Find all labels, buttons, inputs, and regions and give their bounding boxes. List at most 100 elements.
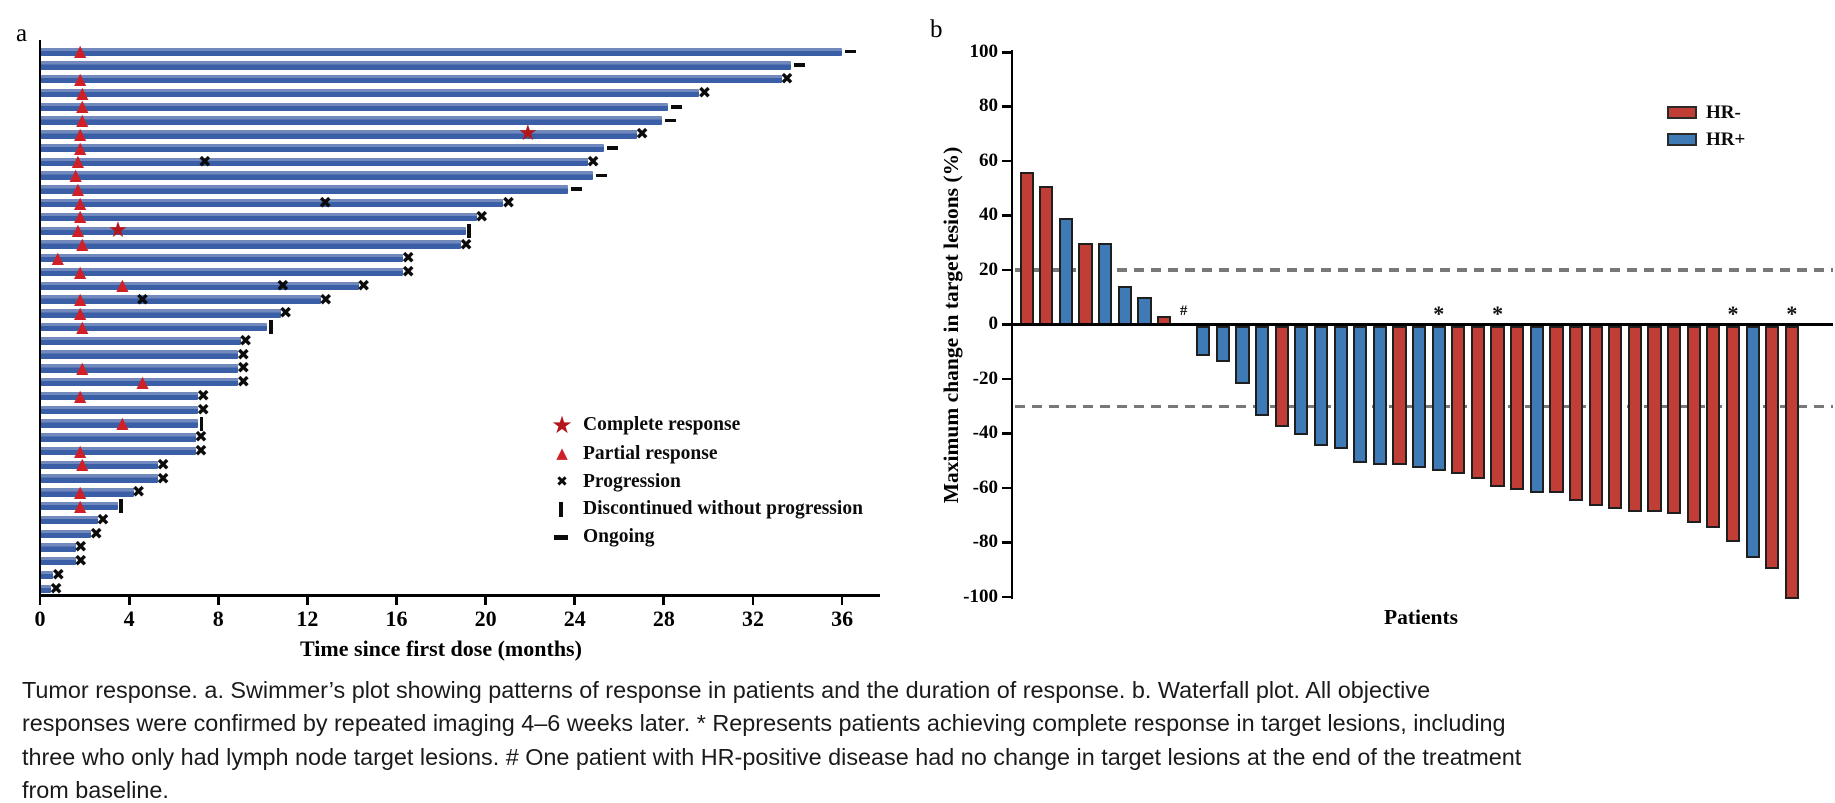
x-axis-tick-label: 0 (34, 606, 46, 631)
y-axis-tick (1002, 432, 1011, 435)
swimmer-bar (40, 584, 52, 593)
partial-response-triangle-icon: ▲ (76, 234, 89, 253)
swimmer-bar (40, 295, 321, 304)
waterfall-bar (1412, 325, 1427, 469)
waterfall-bar (1549, 325, 1564, 493)
y-axis-tick-label: 0 (988, 313, 999, 335)
ongoing-dash-icon (793, 63, 805, 68)
waterfall-bar (1451, 325, 1466, 474)
progression-x-icon: ✖ (635, 124, 649, 144)
x-axis-tick-label: 8 (212, 606, 224, 631)
panel-a-label: a (16, 20, 28, 47)
x-axis-tick (840, 596, 844, 605)
waterfall-bar (1255, 325, 1270, 417)
legend-item-label: HR- (1706, 102, 1741, 123)
partial-response-triangle-icon: ▲ (76, 316, 89, 336)
progression-x-icon: ✖ (278, 303, 293, 323)
swimmer-bar (40, 378, 239, 387)
swimmer-bar (40, 501, 118, 511)
partial-response-triangle-icon: ▲ (76, 96, 89, 116)
x-axis-tick (484, 596, 487, 605)
x-axis-tick-label: 32 (741, 606, 764, 631)
legend-item-label: HR+ (1706, 128, 1746, 150)
waterfall-zero-line (1012, 323, 1833, 326)
progression-x-icon: ✖ (156, 468, 170, 488)
partial-response-triangle-icon: ▲ (73, 123, 87, 143)
partial-response-triangle-icon: ▲ (71, 151, 85, 171)
waterfall-bar (1196, 325, 1211, 357)
x-axis-tick-label: 12 (296, 606, 319, 631)
partial-response-triangle-icon: ▲ (73, 495, 87, 515)
partial-response-triangle-icon: ▲ (73, 206, 87, 226)
progression-x-icon: ✖ (780, 69, 794, 89)
ongoing-dash-icon (664, 118, 676, 123)
y-axis-tick (1002, 50, 1011, 54)
partial-response-triangle-icon: ▲ (71, 220, 85, 240)
swimmer-bar (40, 350, 239, 359)
legend-hr-positive-swatch (1667, 132, 1697, 146)
swimmer-bar (40, 102, 669, 111)
progression-x-icon: ✖ (73, 537, 88, 557)
waterfall-bar (1667, 325, 1682, 515)
x-axis-tick (573, 596, 577, 605)
waterfall-bar (1470, 325, 1486, 480)
swimmer-bar (40, 515, 98, 525)
partial-response-triangle-icon: ▲ (73, 302, 87, 322)
waterfall-bar (1313, 325, 1329, 447)
x-axis-tick (127, 596, 131, 605)
progression-x-icon: ✖ (49, 578, 63, 598)
x-axis-tick-label: 24 (563, 606, 586, 631)
partial-response-triangle-icon: ▲ (76, 357, 89, 377)
swimmer-bar (40, 570, 54, 580)
complete-response-asterisk-annotation: * (1433, 301, 1445, 326)
swimmer-bar (40, 281, 359, 290)
progression-x-icon: ✖ (236, 372, 250, 392)
discontinued-bar-icon (559, 502, 563, 517)
no-change-hash-annotation: # (1179, 303, 1188, 319)
waterfall-bar (1765, 325, 1780, 569)
swimmer-bar (40, 557, 76, 566)
progression-x-icon: ✖ (459, 234, 473, 254)
complete-response-asterisk-annotation: * (1786, 301, 1798, 326)
progression-x-icon: ✖ (501, 193, 516, 213)
x-axis-tick (38, 596, 42, 605)
y-axis-tick (1002, 323, 1011, 326)
x-axis-tick-label: 36 (831, 606, 854, 631)
x-axis-tick-label: 28 (652, 606, 675, 631)
swimmer-bar (40, 75, 782, 84)
waterfall-bar (1333, 325, 1348, 450)
swimmer-bar (40, 322, 268, 332)
x-axis-tick-label: 20 (474, 606, 497, 631)
waterfall-bar (1588, 325, 1603, 507)
swimmer-bar (40, 474, 159, 483)
waterfall-bar (1274, 325, 1289, 428)
y-axis-tick-label: -20 (972, 367, 998, 389)
complete-response-asterisk-annotation: * (1727, 301, 1739, 326)
y-axis-tick (1002, 105, 1011, 109)
y-axis-tick (1002, 159, 1011, 163)
progression-x-icon: ✖ (236, 358, 250, 378)
waterfall-bar (1745, 325, 1760, 559)
swimmer-bar (40, 88, 700, 98)
waterfall-bar (1510, 325, 1525, 490)
y-axis-tick (1002, 268, 1011, 272)
ongoing-dash-icon (845, 49, 857, 54)
partial-response-triangle-icon: ▲ (73, 137, 87, 157)
swimmer-bar (40, 309, 281, 318)
progression-x-icon: ✖ (51, 565, 66, 585)
x-axis-tick-label: 16 (385, 606, 408, 631)
y-axis-tick-label: 60 (979, 149, 998, 171)
complete-response-star-icon: ★ (108, 217, 128, 243)
swimmer-bar (40, 267, 404, 277)
ongoing-dash-icon (595, 173, 607, 178)
waterfall-bar (1568, 325, 1584, 501)
progression-x-icon: ✖ (196, 399, 210, 419)
swimmer-bar (40, 185, 569, 194)
swimmer-bar (40, 130, 638, 139)
progression-x-icon: ✖ (276, 275, 290, 295)
waterfall-bar (1647, 325, 1662, 512)
waterfall-x-axis-title: Patients (1383, 605, 1459, 629)
legend-item-label: Complete response (583, 414, 741, 435)
discontinued-bar-icon (268, 320, 273, 335)
